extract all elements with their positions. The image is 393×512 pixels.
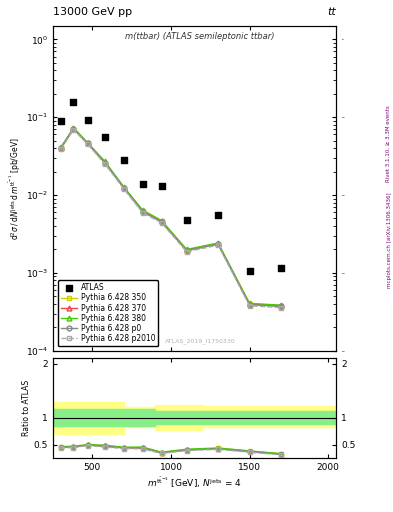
Pythia 6.428 p2010 [184,249,189,255]
Pythia 6.428 350 [247,301,252,307]
Text: ATLAS_2019_I1750330: ATLAS_2019_I1750330 [165,338,235,344]
Pythia 6.428 p2010 [59,146,63,152]
Pythia 6.428 p2010 [121,186,126,192]
Pythia 6.428 380 [71,125,76,131]
Pythia 6.428 380 [279,302,283,308]
Line: Pythia 6.428 370: Pythia 6.428 370 [59,126,283,308]
ATLAS [102,133,108,141]
Line: Pythia 6.428 p0: Pythia 6.428 p0 [59,126,283,309]
Text: Rivet 3.1.10, ≥ 3.3M events: Rivet 3.1.10, ≥ 3.3M events [386,105,391,182]
ATLAS [70,98,77,106]
Pythia 6.428 p0 [159,219,164,225]
Pythia 6.428 p0 [71,125,76,132]
ATLAS [121,156,127,164]
Pythia 6.428 380 [216,240,220,246]
Pythia 6.428 370 [184,247,189,253]
Pythia 6.428 350 [85,140,90,146]
ATLAS [278,264,284,272]
Pythia 6.428 p0 [85,140,90,146]
Pythia 6.428 370 [140,208,145,214]
Pythia 6.428 p0 [247,302,252,308]
Pythia 6.428 370 [71,125,76,132]
Pythia 6.428 p0 [103,160,107,166]
Pythia 6.428 p2010 [103,161,107,167]
Pythia 6.428 380 [184,246,189,252]
Y-axis label: $\mathsf{d}^2\sigma\,/\,\mathsf{d}N^\mathsf{jets}\,\mathsf{d}\,m^{\mathsf{t\bar{: $\mathsf{d}^2\sigma\,/\,\mathsf{d}N^\mat… [7,137,23,240]
Pythia 6.428 370 [279,303,283,309]
Pythia 6.428 p2010 [247,303,252,309]
Pythia 6.428 370 [159,218,164,224]
Text: tt: tt [327,8,336,17]
Pythia 6.428 p0 [184,248,189,254]
Pythia 6.428 370 [247,301,252,307]
Line: Pythia 6.428 350: Pythia 6.428 350 [59,126,283,308]
Pythia 6.428 370 [103,160,107,166]
ATLAS [140,180,146,188]
Pythia 6.428 350 [279,303,283,309]
Pythia 6.428 350 [140,208,145,214]
Pythia 6.428 p2010 [140,210,145,216]
Pythia 6.428 350 [121,185,126,191]
Pythia 6.428 p2010 [279,305,283,311]
Pythia 6.428 350 [159,218,164,224]
Line: Pythia 6.428 p2010: Pythia 6.428 p2010 [59,127,283,310]
Pythia 6.428 p0 [121,185,126,191]
Text: mcplots.cern.ch [arXiv:1306.3436]: mcplots.cern.ch [arXiv:1306.3436] [387,193,392,288]
ATLAS [215,211,221,219]
ATLAS [184,216,190,224]
Pythia 6.428 350 [103,160,107,166]
ATLAS [58,117,64,125]
Text: 13000 GeV pp: 13000 GeV pp [53,8,132,17]
Pythia 6.428 350 [216,241,220,247]
ATLAS [158,182,165,190]
Pythia 6.428 380 [159,218,164,224]
Pythia 6.428 p2010 [71,126,76,133]
Pythia 6.428 370 [216,241,220,247]
Pythia 6.428 370 [85,140,90,146]
Pythia 6.428 380 [103,158,107,164]
Pythia 6.428 350 [184,247,189,253]
ATLAS [246,267,253,275]
X-axis label: $m^{\mathsf{t\bar{t}}^{-1}}$ [GeV], $N^\mathsf{jets}$ = 4: $m^{\mathsf{t\bar{t}}^{-1}}$ [GeV], $N^\… [147,475,242,489]
Pythia 6.428 350 [71,125,76,132]
Pythia 6.428 350 [59,145,63,151]
Pythia 6.428 p0 [140,209,145,215]
Pythia 6.428 p0 [279,304,283,310]
Pythia 6.428 380 [85,140,90,146]
Line: Pythia 6.428 380: Pythia 6.428 380 [59,125,283,308]
Legend: ATLAS, Pythia 6.428 350, Pythia 6.428 370, Pythia 6.428 380, Pythia 6.428 p0, Py: ATLAS, Pythia 6.428 350, Pythia 6.428 37… [58,280,158,346]
Pythia 6.428 p0 [216,241,220,247]
Pythia 6.428 370 [121,185,126,191]
Pythia 6.428 380 [247,301,252,307]
Pythia 6.428 370 [59,145,63,151]
Text: m(ttbar) (ATLAS semileptonic ttbar): m(ttbar) (ATLAS semileptonic ttbar) [125,32,275,41]
Pythia 6.428 p2010 [216,242,220,248]
Pythia 6.428 p0 [59,145,63,151]
Pythia 6.428 380 [140,207,145,213]
Y-axis label: Ratio to ATLAS: Ratio to ATLAS [22,380,31,436]
ATLAS [84,116,91,124]
Pythia 6.428 p2010 [159,220,164,226]
Pythia 6.428 380 [121,184,126,190]
Pythia 6.428 380 [59,144,63,151]
Pythia 6.428 p2010 [85,141,90,147]
